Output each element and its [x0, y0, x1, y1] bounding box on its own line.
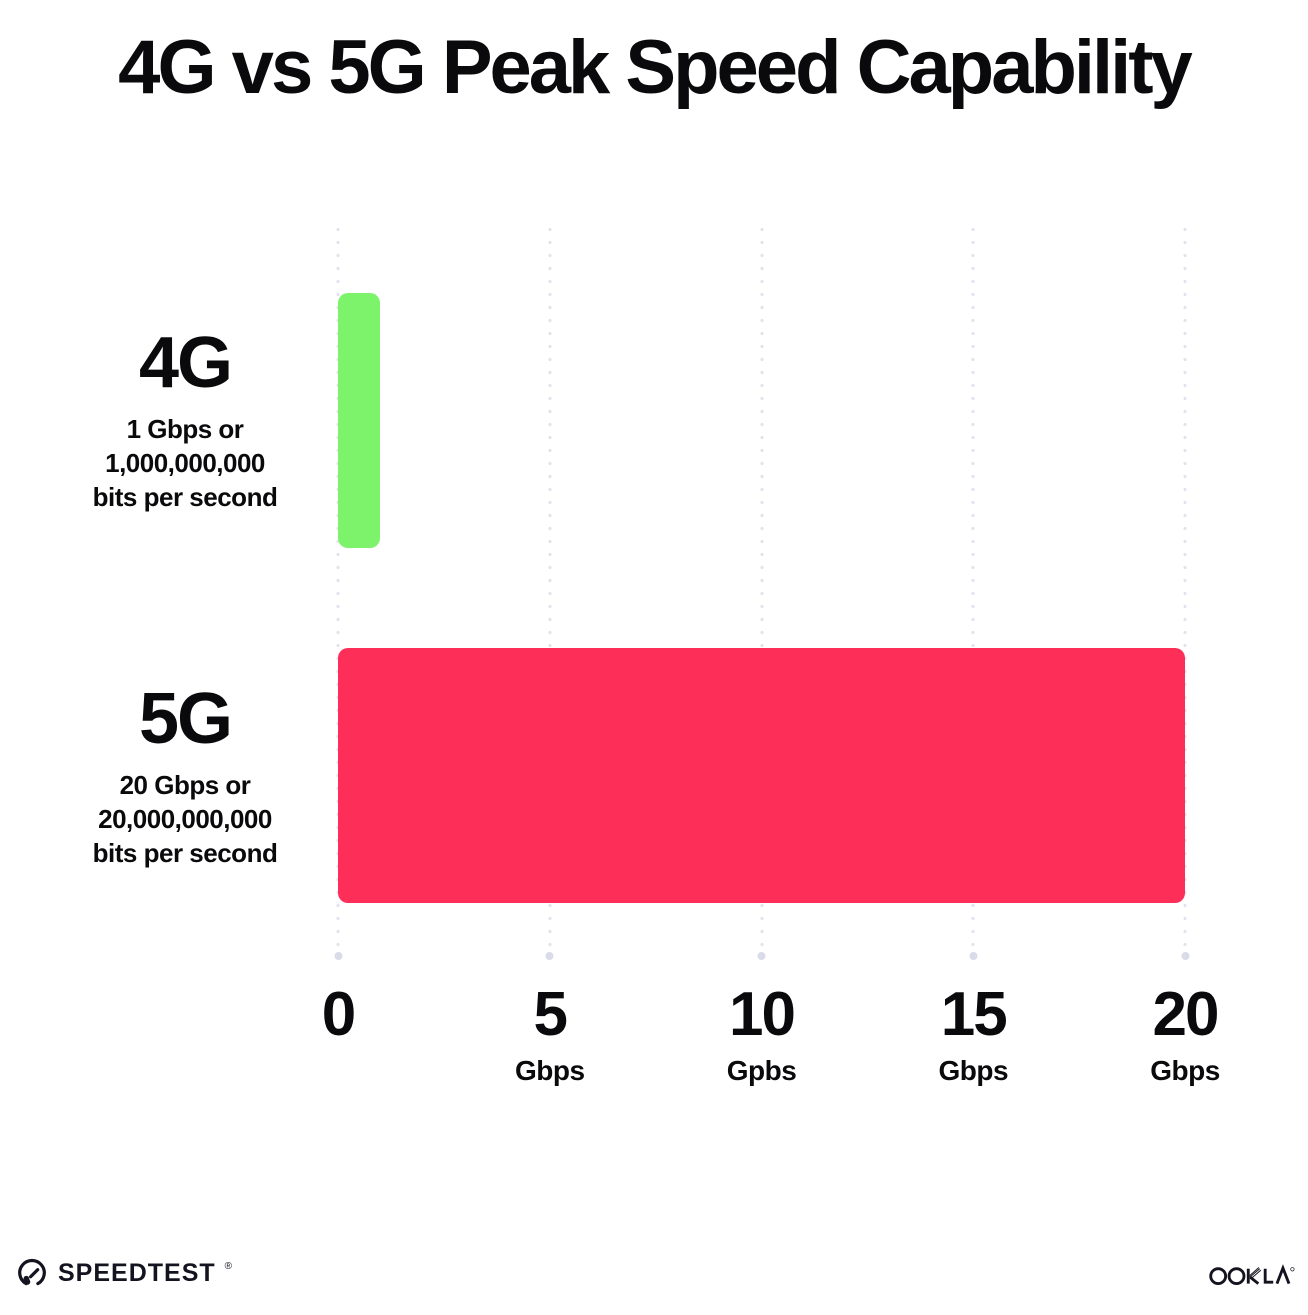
x-tick-value: 0 [321, 980, 357, 1049]
row-label-4g-description: 1 Gbps or 1,000,000,000 bits per second [40, 412, 330, 515]
x-tick-0: 0 [321, 980, 357, 1049]
row-label-4g-line3: bits per second [92, 482, 278, 513]
gridline-20 [1183, 223, 1187, 957]
row-label-4g-line1: 1 Gbps or [126, 413, 244, 444]
row-label-4g-line2: 1,000,000,000 [105, 447, 265, 478]
row-label-5g-line3: bits per second [92, 838, 278, 869]
speedtest-registered-mark: ® [224, 1261, 233, 1272]
gridline-15 [971, 223, 975, 957]
x-tick-10: 10 Gpbs [727, 984, 797, 1087]
row-label-5g-description: 20 Gbps or 20,000,000,000 bits per secon… [40, 768, 330, 871]
x-tick-unit: Gbps [1150, 1055, 1220, 1086]
row-label-5g-line1: 20 Gbps or [119, 769, 251, 800]
row-label-4g-name: 4G [138, 323, 233, 403]
row-label-4g: 4G 1 Gbps or 1,000,000,000 bits per seco… [40, 323, 330, 515]
x-tick-value: 20 [1152, 980, 1220, 1049]
gridline-10 [760, 223, 763, 957]
row-label-5g-name: 5G [138, 679, 233, 759]
x-tick-unit: Gbps [514, 1055, 585, 1086]
row-label-5g: 5G 20 Gbps or 20,000,000,000 bits per se… [40, 679, 330, 871]
speedtest-gauge-icon [15, 1256, 49, 1290]
chart-title: 4G vs 5G Peak Speed Capability [118, 25, 1193, 110]
bar-5g [338, 648, 1185, 903]
ookla-wordmark-icon [1209, 1264, 1295, 1286]
x-tick-5: 5 Gbps [515, 984, 585, 1087]
speedtest-wordmark: SPEEDTEST [58, 1258, 216, 1287]
row-label-5g-line2: 20,000,000,000 [98, 803, 272, 834]
x-tick-value: 5 [533, 980, 568, 1049]
bar-4g [338, 293, 381, 548]
x-tick-value: 15 [940, 980, 1008, 1049]
x-tick-unit: Gpbs [726, 1055, 797, 1086]
gridline-0 [336, 223, 340, 957]
ookla-logo [1209, 1260, 1295, 1290]
x-tick-20: 20 Gbps [1150, 984, 1220, 1087]
gridline-5 [548, 223, 552, 957]
speedtest-logo: SPEEDTEST ® [15, 1256, 232, 1290]
x-tick-unit: Gbps [938, 1055, 1009, 1086]
plot-area [336, 223, 1187, 957]
x-axis: 0 5 Gbps 10 Gpbs 15 Gbps 20 Gbps [322, 984, 1221, 1104]
x-tick-value: 10 [729, 980, 796, 1049]
x-tick-15: 15 Gbps [938, 984, 1008, 1087]
